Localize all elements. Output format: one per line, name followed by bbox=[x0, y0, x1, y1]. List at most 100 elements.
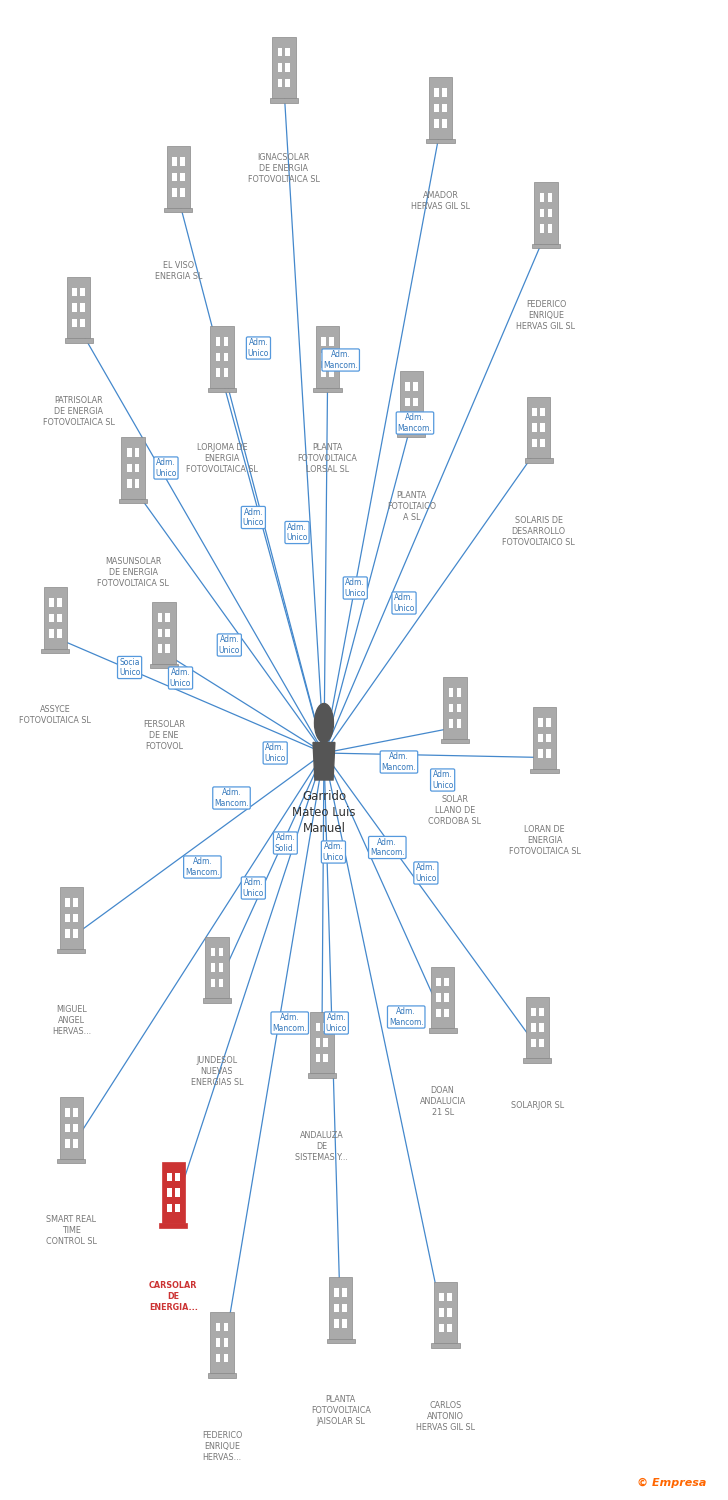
FancyBboxPatch shape bbox=[456, 718, 462, 728]
FancyBboxPatch shape bbox=[57, 614, 62, 622]
FancyBboxPatch shape bbox=[135, 448, 140, 458]
FancyBboxPatch shape bbox=[405, 398, 410, 406]
FancyBboxPatch shape bbox=[329, 368, 334, 376]
FancyBboxPatch shape bbox=[65, 1108, 70, 1118]
FancyBboxPatch shape bbox=[308, 1072, 336, 1078]
FancyBboxPatch shape bbox=[150, 663, 178, 669]
FancyBboxPatch shape bbox=[334, 1304, 339, 1312]
FancyBboxPatch shape bbox=[205, 938, 229, 998]
FancyBboxPatch shape bbox=[285, 78, 290, 87]
FancyBboxPatch shape bbox=[272, 38, 296, 98]
FancyBboxPatch shape bbox=[342, 1288, 347, 1298]
FancyBboxPatch shape bbox=[342, 1304, 347, 1312]
FancyBboxPatch shape bbox=[157, 628, 162, 638]
FancyBboxPatch shape bbox=[334, 1318, 339, 1328]
FancyBboxPatch shape bbox=[49, 614, 54, 622]
FancyBboxPatch shape bbox=[218, 963, 223, 972]
FancyBboxPatch shape bbox=[65, 928, 70, 938]
FancyBboxPatch shape bbox=[122, 438, 145, 498]
FancyBboxPatch shape bbox=[58, 948, 85, 954]
FancyBboxPatch shape bbox=[442, 104, 447, 112]
FancyBboxPatch shape bbox=[167, 1203, 172, 1212]
Text: Garrido
Mateo Luis
Manuel: Garrido Mateo Luis Manuel bbox=[292, 790, 356, 836]
FancyBboxPatch shape bbox=[413, 413, 418, 422]
FancyBboxPatch shape bbox=[165, 614, 170, 622]
FancyBboxPatch shape bbox=[215, 352, 221, 362]
FancyBboxPatch shape bbox=[429, 78, 452, 138]
Text: MIGUEL
ANGEL
HERVAS...: MIGUEL ANGEL HERVAS... bbox=[52, 1005, 91, 1036]
FancyBboxPatch shape bbox=[448, 718, 454, 728]
FancyBboxPatch shape bbox=[162, 1162, 185, 1222]
FancyBboxPatch shape bbox=[210, 1312, 234, 1372]
FancyBboxPatch shape bbox=[127, 464, 132, 472]
FancyBboxPatch shape bbox=[316, 327, 339, 387]
FancyBboxPatch shape bbox=[532, 408, 537, 417]
FancyBboxPatch shape bbox=[321, 338, 326, 346]
FancyBboxPatch shape bbox=[397, 432, 425, 438]
FancyBboxPatch shape bbox=[167, 147, 190, 207]
Text: Adm.
Unico: Adm. Unico bbox=[432, 771, 454, 789]
Text: Adm.
Mancom.: Adm. Mancom. bbox=[214, 789, 249, 807]
FancyBboxPatch shape bbox=[277, 78, 282, 87]
FancyBboxPatch shape bbox=[135, 478, 140, 488]
Text: JUNDESOL
NUEVAS
ENERGIAS SL: JUNDESOL NUEVAS ENERGIAS SL bbox=[191, 1056, 243, 1088]
FancyBboxPatch shape bbox=[532, 438, 537, 447]
FancyBboxPatch shape bbox=[73, 914, 78, 922]
FancyBboxPatch shape bbox=[215, 368, 221, 376]
FancyBboxPatch shape bbox=[531, 1008, 536, 1017]
FancyBboxPatch shape bbox=[315, 1053, 320, 1062]
FancyBboxPatch shape bbox=[65, 898, 70, 908]
FancyBboxPatch shape bbox=[448, 688, 454, 698]
Text: LORJOMA DE
ENERGIA
FOTOVOLTAICA SL: LORJOMA DE ENERGIA FOTOVOLTAICA SL bbox=[186, 442, 258, 474]
FancyBboxPatch shape bbox=[72, 303, 77, 312]
FancyBboxPatch shape bbox=[172, 172, 177, 182]
FancyBboxPatch shape bbox=[165, 207, 192, 213]
Text: Adm.
Unico: Adm. Unico bbox=[264, 744, 286, 762]
Text: Adm.
Unico: Adm. Unico bbox=[323, 843, 344, 861]
FancyBboxPatch shape bbox=[444, 993, 449, 1002]
FancyBboxPatch shape bbox=[41, 648, 69, 654]
FancyBboxPatch shape bbox=[436, 978, 441, 987]
Text: IGNACSOLAR
DE ENERGIA
FOTOVOLTAICA SL: IGNACSOLAR DE ENERGIA FOTOVOLTAICA SL bbox=[248, 153, 320, 184]
FancyBboxPatch shape bbox=[57, 628, 62, 638]
FancyBboxPatch shape bbox=[73, 1124, 78, 1132]
Text: FEDERICO
ENRIQUE
HERVAS...: FEDERICO ENRIQUE HERVAS... bbox=[202, 1431, 242, 1462]
FancyBboxPatch shape bbox=[60, 888, 83, 948]
FancyBboxPatch shape bbox=[538, 748, 543, 758]
FancyBboxPatch shape bbox=[285, 63, 290, 72]
FancyBboxPatch shape bbox=[127, 478, 132, 488]
FancyBboxPatch shape bbox=[210, 327, 234, 387]
FancyBboxPatch shape bbox=[58, 1158, 85, 1164]
FancyBboxPatch shape bbox=[49, 598, 54, 608]
FancyBboxPatch shape bbox=[65, 1138, 70, 1148]
FancyBboxPatch shape bbox=[323, 1038, 328, 1047]
FancyBboxPatch shape bbox=[427, 138, 454, 144]
FancyBboxPatch shape bbox=[434, 104, 439, 112]
Text: Adm.
Mancom.: Adm. Mancom. bbox=[272, 1014, 307, 1032]
FancyBboxPatch shape bbox=[532, 243, 560, 249]
FancyBboxPatch shape bbox=[72, 288, 77, 297]
FancyBboxPatch shape bbox=[442, 118, 447, 128]
FancyBboxPatch shape bbox=[447, 1293, 452, 1302]
FancyBboxPatch shape bbox=[73, 1138, 78, 1148]
FancyBboxPatch shape bbox=[342, 1318, 347, 1328]
Text: Adm.
Unico: Adm. Unico bbox=[218, 636, 240, 654]
FancyBboxPatch shape bbox=[546, 748, 551, 758]
FancyBboxPatch shape bbox=[434, 88, 439, 98]
FancyBboxPatch shape bbox=[432, 1342, 459, 1348]
Text: EL VISO
ENERGIA SL: EL VISO ENERGIA SL bbox=[154, 261, 202, 280]
FancyBboxPatch shape bbox=[159, 1222, 187, 1228]
FancyBboxPatch shape bbox=[540, 438, 545, 447]
FancyBboxPatch shape bbox=[538, 734, 543, 742]
Text: Adm.
Unico: Adm. Unico bbox=[242, 509, 264, 526]
Text: FERSOLAR
DE ENE
FOTOVOL: FERSOLAR DE ENE FOTOVOL bbox=[143, 720, 185, 752]
Text: Adm.
Mancom.: Adm. Mancom. bbox=[381, 753, 416, 771]
FancyBboxPatch shape bbox=[175, 1203, 180, 1212]
FancyBboxPatch shape bbox=[439, 1293, 444, 1302]
FancyBboxPatch shape bbox=[434, 1282, 457, 1342]
FancyBboxPatch shape bbox=[547, 194, 553, 202]
FancyBboxPatch shape bbox=[80, 288, 85, 297]
FancyBboxPatch shape bbox=[321, 368, 326, 376]
Text: DOAN
ANDALUCIA
21 SL: DOAN ANDALUCIA 21 SL bbox=[419, 1086, 466, 1118]
FancyBboxPatch shape bbox=[180, 158, 185, 166]
